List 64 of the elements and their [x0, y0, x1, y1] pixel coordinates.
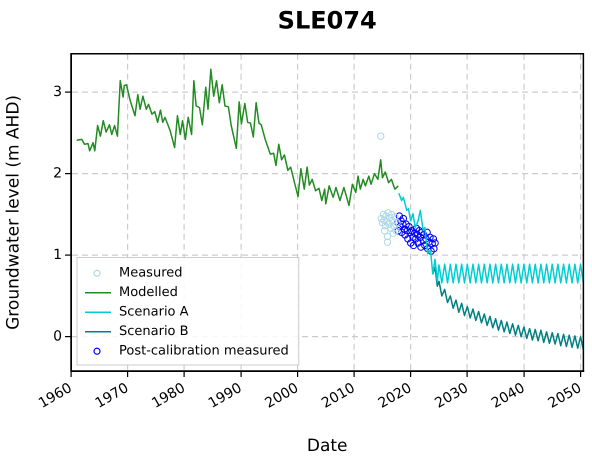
point — [378, 214, 385, 222]
point — [382, 222, 389, 230]
point — [396, 222, 404, 230]
point — [430, 235, 438, 243]
legend-label: Measured — [119, 266, 183, 281]
point — [388, 210, 396, 218]
point — [388, 217, 396, 225]
point — [410, 229, 418, 237]
point — [396, 212, 404, 220]
point — [412, 224, 420, 232]
point — [385, 220, 393, 228]
point — [399, 220, 406, 228]
point — [421, 242, 429, 250]
point — [417, 243, 425, 251]
legend-label: Scenario A — [119, 304, 189, 320]
x-axis-title: Date — [306, 436, 348, 456]
point — [408, 227, 416, 234]
point — [392, 227, 400, 234]
point — [400, 225, 408, 233]
y-tick-label: 3 — [53, 84, 62, 100]
point — [416, 234, 424, 241]
chart-title: SLE074 — [278, 6, 377, 35]
point — [405, 222, 413, 230]
y-tick-label: 2 — [53, 165, 62, 182]
y-tick-label: 0 — [53, 328, 62, 344]
point — [427, 247, 435, 255]
point — [384, 238, 392, 246]
point — [384, 232, 392, 240]
point — [390, 222, 398, 230]
point — [389, 229, 397, 237]
point — [428, 240, 436, 248]
point — [409, 234, 417, 241]
point — [401, 231, 409, 239]
point — [380, 227, 388, 234]
point — [397, 217, 405, 225]
point — [431, 239, 439, 247]
legend-label: Modelled — [119, 285, 178, 300]
point — [407, 239, 414, 247]
point — [422, 235, 430, 243]
point — [404, 235, 412, 243]
point — [387, 224, 395, 232]
point — [400, 214, 408, 222]
point — [376, 132, 384, 140]
point — [430, 244, 438, 252]
point — [398, 228, 406, 236]
point — [414, 239, 422, 247]
point — [404, 227, 412, 234]
point — [414, 231, 422, 239]
point — [412, 235, 420, 243]
point — [402, 220, 410, 228]
point — [384, 209, 392, 217]
point — [380, 210, 388, 218]
point — [423, 228, 431, 236]
point — [406, 228, 414, 236]
point — [410, 242, 418, 250]
y-axis-title: Groundwater level (m AHD) — [4, 94, 24, 330]
point — [426, 234, 434, 241]
legend-label: Post-calibration measured — [119, 344, 289, 359]
point — [415, 227, 423, 234]
legend-label: Scenario B — [119, 324, 189, 340]
point — [391, 213, 399, 221]
point — [378, 218, 386, 226]
point — [394, 227, 402, 234]
y-tick-label: 1 — [53, 246, 62, 263]
